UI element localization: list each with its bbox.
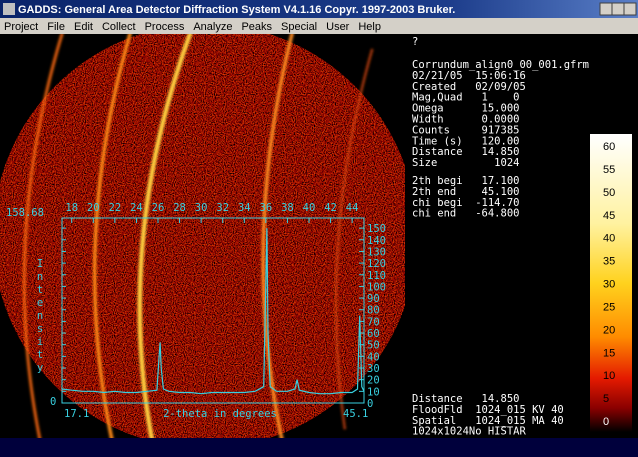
range-line: chi end -64.800 [412,208,519,220]
right-tick-label: 100 [367,281,386,293]
right-tick-label: 140 [367,235,386,247]
menu-item[interactable]: Special [281,21,317,33]
top-tick-label: 42 [324,202,337,214]
menu-item[interactable]: User [326,21,350,33]
menu-item[interactable]: Project [4,21,38,33]
right-tick-label: 70 [367,316,380,328]
minimize-button[interactable] [600,3,612,15]
right-tick-label: 30 [367,363,380,375]
right-tick-label: 50 [367,340,380,352]
right-tick-label: 120 [367,258,386,270]
right-tick-label: 20 [367,375,380,387]
right-tick-label: 150 [367,223,386,235]
detector-image [0,24,417,448]
menu-item[interactable]: Peaks [241,21,272,33]
top-tick-label: 26 [152,202,165,214]
close-button[interactable] [624,3,636,15]
color-scale-label: 30 [603,279,615,291]
color-scale-label: 60 [603,141,615,153]
top-tick-label: 36 [260,202,273,214]
x-end-label: 45.1 [343,408,368,420]
menu-item[interactable]: Collect [102,21,136,33]
window-title: GADDS: General Area Detector Diffraction… [18,4,455,16]
app-icon [3,3,15,15]
x-start-label: 17.1 [64,408,89,420]
menu-item[interactable]: File [47,21,65,33]
screen: GADDS: General Area Detector Diffraction… [0,0,638,457]
right-tick-label: 110 [367,270,386,282]
info-line: Size 1024 [412,157,519,169]
right-tick-label: 90 [367,293,380,305]
footer-line: 1024x1024No HISTAR [412,426,526,438]
color-scale-label: 50 [603,187,615,199]
menu-item[interactable]: Edit [74,21,93,33]
top-tick-label: 30 [195,202,208,214]
right-tick-label: 130 [367,246,386,258]
menu-bar [0,18,638,34]
window-buttons[interactable] [600,3,636,15]
top-tick-label: 18 [65,202,78,214]
color-scale-label: 45 [603,210,615,222]
color-scale-label: 10 [603,370,615,382]
color-scale-label: 25 [603,301,615,313]
y-max-label: 158.68 [6,207,44,219]
top-tick-label: 20 [87,202,100,214]
right-tick-label: 80 [367,305,380,317]
right-tick-label: 60 [367,328,380,340]
page: GADDS: General Area Detector Diffraction… [0,0,638,457]
maximize-button[interactable] [612,3,624,15]
y-axis-label: Intensity [34,258,46,375]
app-window: GADDS: General Area Detector Diffraction… [0,0,638,457]
top-tick-label: 40 [303,202,316,214]
top-tick-label: 44 [346,202,359,214]
color-scale-label: 55 [603,164,615,176]
prompt: ? [412,36,418,48]
color-scale-label: 20 [603,324,615,336]
right-tick-label: 40 [367,351,380,363]
menu-item[interactable]: Help [358,21,381,33]
top-tick-label: 34 [238,202,251,214]
top-tick-label: 24 [130,202,143,214]
top-tick-label: 38 [281,202,294,214]
menu-item[interactable]: Process [145,21,185,33]
color-scale-label: 5 [603,393,609,405]
status-area [0,438,638,457]
color-scale-label: 15 [603,347,615,359]
x-axis-label: 2-theta in degrees [163,408,277,420]
top-tick-label: 22 [109,202,122,214]
right-tick-label: 10 [367,386,380,398]
top-tick-label: 32 [216,202,229,214]
color-scale-label: 40 [603,233,615,245]
color-scale-label: 35 [603,256,615,268]
y-min-label: 0 [50,396,56,408]
menu-item[interactable]: Analyze [193,21,232,33]
color-scale-label: 0 [603,416,609,428]
top-tick-label: 28 [173,202,186,214]
